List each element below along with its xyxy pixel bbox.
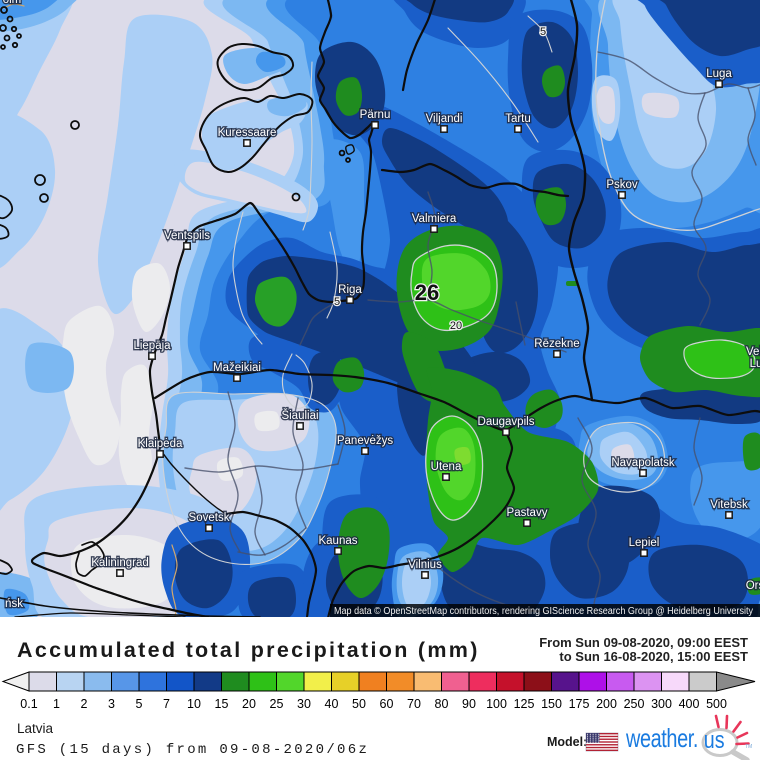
svg-text:Pärnu: Pärnu xyxy=(360,109,391,121)
svg-text:60: 60 xyxy=(380,697,394,711)
svg-text:Vel: Vel xyxy=(746,346,760,358)
svg-text:150: 150 xyxy=(541,697,562,711)
svg-text:Daugavpils: Daugavpils xyxy=(478,416,535,428)
svg-text:weather.: weather. xyxy=(625,724,698,753)
svg-text:Map data © OpenStreetMap contr: Map data © OpenStreetMap contributors, r… xyxy=(334,606,753,617)
svg-text:GFS (15 days) from 09-08-2020/: GFS (15 days) from 09-08-2020/06z xyxy=(16,742,369,758)
svg-text:0.1: 0.1 xyxy=(20,697,37,711)
svg-text:Mažeikiai: Mažeikiai xyxy=(213,362,261,374)
svg-text:Luga: Luga xyxy=(706,68,732,80)
svg-text:20: 20 xyxy=(242,697,256,711)
svg-text:5: 5 xyxy=(334,296,340,308)
svg-text:Vitebsk: Vitebsk xyxy=(710,499,748,511)
svg-text:90: 90 xyxy=(462,697,476,711)
svg-text:Valmiera: Valmiera xyxy=(412,213,457,225)
svg-text:26: 26 xyxy=(415,280,439,305)
svg-text:70: 70 xyxy=(407,697,421,711)
svg-text:TM: TM xyxy=(745,744,752,750)
svg-text:Šiauliai: Šiauliai xyxy=(281,409,318,422)
svg-text:Accumulated total precipitatio: Accumulated total precipitation (mm) xyxy=(17,638,480,662)
svg-text:10: 10 xyxy=(187,697,201,711)
svg-text:1: 1 xyxy=(53,697,60,711)
svg-text:Pskov: Pskov xyxy=(606,179,638,191)
svg-text:7: 7 xyxy=(163,697,170,711)
svg-text:us: us xyxy=(704,726,725,753)
svg-text:Panevėžys: Panevėžys xyxy=(337,435,394,447)
svg-text:Utena: Utena xyxy=(431,461,462,473)
svg-text:Vilnius: Vilnius xyxy=(408,559,442,571)
svg-text:Klaipėda: Klaipėda xyxy=(138,438,183,450)
svg-text:Latvia: Latvia xyxy=(17,721,54,736)
svg-text:olm: olm xyxy=(3,0,22,6)
svg-text:Navapolatsk: Navapolatsk xyxy=(611,457,675,469)
svg-text:Riga: Riga xyxy=(338,284,362,296)
svg-text:40: 40 xyxy=(325,697,339,711)
svg-text:Liepāja: Liepāja xyxy=(133,340,171,352)
svg-text:Pastavy: Pastavy xyxy=(507,507,548,519)
svg-text:5: 5 xyxy=(540,26,546,38)
svg-text:Ventspils: Ventspils xyxy=(164,230,210,242)
svg-text:15: 15 xyxy=(215,697,229,711)
svg-text:Kaunas: Kaunas xyxy=(318,535,357,547)
svg-text:Lu: Lu xyxy=(750,358,760,370)
svg-text:Tartu: Tartu xyxy=(505,113,531,125)
svg-text:125: 125 xyxy=(514,697,535,711)
svg-text:Kaliningrad: Kaliningrad xyxy=(91,557,149,569)
svg-text:400: 400 xyxy=(679,697,700,711)
svg-text:Viljandi: Viljandi xyxy=(426,113,463,125)
svg-text:50: 50 xyxy=(352,697,366,711)
svg-text:175: 175 xyxy=(569,697,590,711)
svg-text:5: 5 xyxy=(136,697,143,711)
svg-text:to Sun 16-08-2020, 15:00 EEST: to Sun 16-08-2020, 15:00 EEST xyxy=(559,649,748,664)
svg-text:Rēzekne: Rēzekne xyxy=(534,338,579,350)
svg-text:30: 30 xyxy=(297,697,311,711)
svg-text:300: 300 xyxy=(651,697,672,711)
svg-text:Ors: Ors xyxy=(746,580,760,592)
svg-text:500: 500 xyxy=(706,697,727,711)
svg-text:3: 3 xyxy=(108,697,115,711)
svg-text:ńsk: ńsk xyxy=(5,598,23,610)
svg-text:2: 2 xyxy=(81,697,88,711)
svg-text:20: 20 xyxy=(450,320,462,332)
svg-text:Kuressaare: Kuressaare xyxy=(218,127,277,139)
svg-text:250: 250 xyxy=(624,697,645,711)
svg-text:80: 80 xyxy=(435,697,449,711)
svg-text:Model:: Model: xyxy=(547,735,587,749)
svg-text:100: 100 xyxy=(486,697,507,711)
svg-text:Sovetsk: Sovetsk xyxy=(189,512,230,524)
svg-text:200: 200 xyxy=(596,697,617,711)
svg-text:From Sun 09-08-2020, 09:00 EES: From Sun 09-08-2020, 09:00 EEST xyxy=(539,635,748,650)
svg-text:Lepiel: Lepiel xyxy=(629,537,660,549)
svg-text:25: 25 xyxy=(270,697,284,711)
